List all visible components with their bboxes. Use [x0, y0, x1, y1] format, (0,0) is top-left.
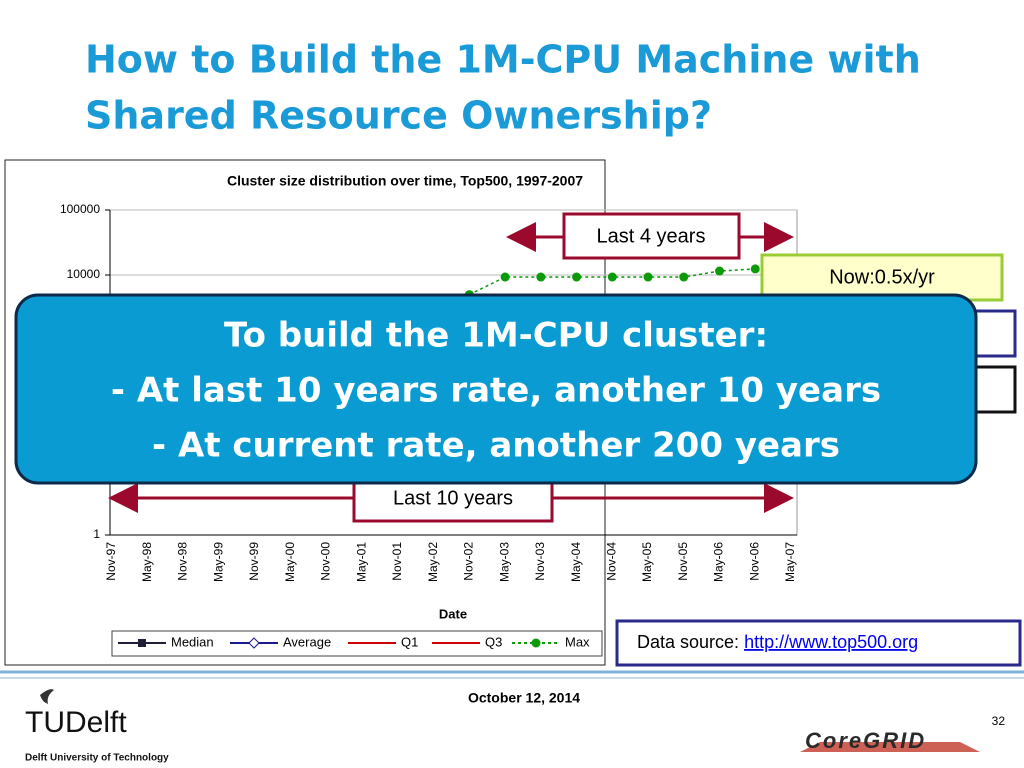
x-tick-label: May-04: [569, 542, 583, 582]
x-tick-label: May-00: [283, 542, 297, 582]
point: [138, 639, 146, 647]
x-tick-label: May-05: [640, 542, 654, 582]
point: [643, 272, 653, 282]
x-tick-label: May-02: [426, 542, 440, 582]
x-tick-label: Nov-01: [390, 542, 404, 581]
legend-label: Max: [565, 634, 590, 649]
point: [248, 637, 260, 649]
x-tick-label: May-03: [497, 542, 511, 582]
x-tick-label: Nov-03: [533, 542, 547, 581]
annotation-box: [973, 309, 1017, 358]
x-tick-label: May-99: [211, 542, 225, 582]
partner-logo: CoreGRID: [805, 728, 926, 753]
x-tick-label: Nov-98: [176, 542, 190, 581]
point: [500, 272, 510, 282]
page-number: 32: [992, 714, 1006, 728]
point: [531, 638, 541, 648]
y-tick-label: 100000: [60, 202, 100, 216]
chart-title: Cluster size distribution over time, Top…: [227, 173, 583, 189]
plot: 1 10000 100000 Nov-97 May-98 Nov-98 May-99 Nov-…: [60, 202, 797, 649]
annotation: Last 4 years: [597, 225, 706, 247]
legend-label: Q3: [485, 634, 502, 649]
x-tick-label: Nov-02: [462, 542, 476, 581]
logo-flame: [40, 689, 54, 704]
university: Delft University of Technology: [25, 753, 169, 764]
callout: [14, 293, 978, 485]
callout-text: To build the 1M-CPU cluster:: [224, 316, 768, 356]
x-tick-label: May-06: [712, 542, 726, 582]
series-line: [469, 268, 756, 296]
point: [607, 272, 617, 282]
point: [572, 272, 582, 282]
annotation-box: [973, 365, 1017, 414]
source-label: Data source: http://www.top500.org: [637, 632, 918, 652]
x-tick-label: Nov-04: [604, 542, 618, 581]
slide-title: How to Build the 1M-CPU Machine with: [85, 38, 921, 82]
y-tick-label: 1: [93, 527, 100, 541]
point: [679, 272, 689, 282]
x-tick-label: Nov-99: [247, 542, 261, 581]
footer-date: October 12, 2014: [468, 690, 580, 706]
source-label: Data source:: [637, 632, 739, 652]
logo: TUDelft: [25, 706, 127, 739]
partner-swoosh: [800, 742, 980, 752]
annotation: Last 10 years: [393, 487, 513, 509]
x-tick-label: May-98: [140, 542, 154, 582]
point: [715, 266, 725, 276]
point: [536, 272, 546, 282]
slide-title: Shared Resource Ownership?: [85, 94, 712, 138]
x-tick-label: May-07: [783, 542, 797, 582]
annotation-box: [760, 253, 1004, 302]
y-tick-label: 10000: [67, 267, 101, 281]
x-tick-label: Nov-97: [104, 542, 118, 581]
annotation: Now:0.5x/yr: [829, 266, 935, 288]
source-link[interactable]: http://www.top500.org: [744, 632, 918, 652]
x-tick-label: Nov-06: [747, 542, 761, 581]
x-tick-label: May-01: [354, 542, 368, 582]
x-tick-label: Nov-00: [319, 542, 333, 581]
point: [750, 264, 760, 274]
source-box: [615, 619, 1022, 667]
x-tick-label: Nov-05: [676, 542, 690, 581]
annotation-box: [562, 212, 741, 260]
legend-label: Q1: [401, 634, 418, 649]
legend-label: Median: [171, 634, 214, 649]
callout-text: - At current rate, another 200 years: [152, 426, 840, 466]
callout-text: - At last 10 years rate, another 10 year…: [111, 371, 881, 411]
annotation-box: [352, 476, 554, 523]
x-axis-label: Date: [439, 606, 467, 621]
legend-label: Average: [283, 634, 331, 649]
